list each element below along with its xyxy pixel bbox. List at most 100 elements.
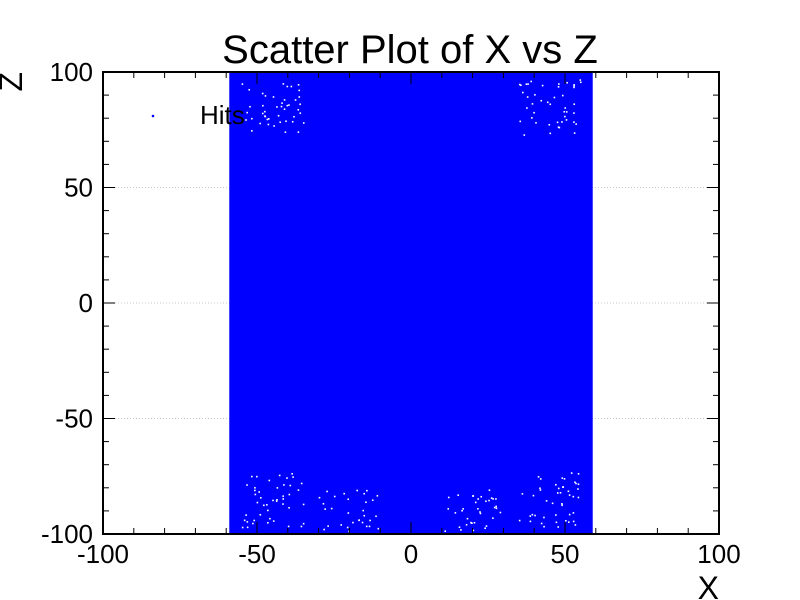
scatter-gap — [518, 519, 521, 522]
scatter-gap — [361, 521, 364, 524]
scatter-gap — [577, 483, 580, 486]
scatter-gap — [573, 103, 576, 105]
scatter-gap — [324, 508, 326, 510]
scatter-gap — [555, 521, 558, 524]
scatter-gap — [246, 111, 248, 114]
scatter-gap — [543, 525, 545, 528]
scatter-gap — [375, 515, 377, 518]
scatter-gap — [276, 487, 279, 489]
scatter-gap — [477, 498, 479, 500]
scatter-gap — [563, 110, 566, 113]
scatter-gap — [532, 494, 535, 497]
scatter-gap — [555, 514, 557, 516]
scatter-gap — [447, 508, 450, 510]
scatter-gap — [563, 478, 566, 480]
x-tick-label: 0 — [404, 539, 418, 569]
scatter-gap — [564, 107, 567, 109]
scatter-gap — [520, 84, 522, 87]
scatter-gap — [259, 514, 262, 516]
scatter-gap — [286, 85, 289, 88]
scatter-gap — [245, 514, 247, 516]
scatter-gap — [492, 498, 494, 500]
scatter-gap — [575, 482, 577, 485]
scatter-gap — [343, 492, 345, 495]
scatter-gap — [531, 513, 534, 516]
y-tick-label: 0 — [79, 288, 93, 318]
scatter-gap — [522, 91, 524, 94]
legend-marker — [151, 114, 155, 118]
scatter-gap — [366, 489, 368, 492]
scatter-gap — [534, 514, 536, 517]
scatter-gap — [263, 504, 265, 507]
scatter-gap — [302, 122, 305, 124]
scatter-gap — [261, 92, 264, 95]
scatter-gap — [261, 112, 264, 115]
scatter-gap — [276, 106, 278, 108]
scatter-gap — [454, 512, 457, 514]
scatter-gap — [460, 529, 462, 531]
scatter-point-cloud — [229, 72, 593, 534]
scatter-gap — [267, 118, 270, 120]
scatter-gap — [499, 511, 502, 514]
scatter-gap — [276, 498, 278, 501]
scatter-gap — [318, 496, 321, 499]
x-axis-label: X — [698, 570, 719, 600]
scatter-gap — [462, 508, 464, 510]
scatter-gap — [288, 506, 290, 509]
scatter-gap — [529, 520, 532, 523]
scatter-gap — [252, 522, 254, 525]
scatter-gap — [368, 525, 371, 528]
scatter-gap — [264, 115, 266, 117]
scatter-gap — [298, 96, 301, 98]
scatter-gap — [495, 498, 497, 500]
scatter-gap — [539, 478, 542, 480]
scatter-gap — [347, 498, 350, 501]
scatter-gap — [322, 502, 325, 505]
scatter-gap — [272, 520, 275, 522]
scatter-gap — [282, 495, 284, 497]
scatter-gap — [297, 131, 300, 133]
y-tick-label: -100 — [41, 519, 93, 549]
scatter-gap — [537, 476, 540, 478]
scatter-gap — [340, 524, 343, 526]
scatter-gap — [573, 121, 575, 123]
scatter-gap — [267, 522, 269, 524]
scatter-gap — [297, 84, 300, 86]
scatter-gap — [555, 483, 557, 486]
scatter-gap — [495, 507, 498, 510]
scatter-gap — [531, 117, 533, 119]
scatter-gap — [472, 529, 475, 532]
scatter-gap — [573, 132, 576, 134]
data-points — [229, 72, 593, 534]
scatter-gap — [565, 119, 568, 121]
scatter-gap — [530, 80, 532, 83]
scatter-gap — [461, 509, 463, 512]
scatter-gap — [285, 120, 287, 123]
tick-labels: -100 -50 0 50 100 -100 -50 0 50 100 — [41, 57, 741, 569]
scatter-gap — [272, 499, 274, 502]
scatter-gap — [527, 83, 529, 85]
scatter-gap — [561, 503, 563, 505]
scatter-gap — [250, 475, 253, 478]
scatter-gap — [444, 530, 447, 532]
scatter-gap — [371, 499, 374, 502]
scatter-gap — [545, 500, 548, 502]
scatter-gap — [535, 122, 537, 124]
scatter-gap — [457, 494, 460, 496]
scatter-gap — [358, 519, 360, 522]
scatter-gap — [558, 126, 561, 129]
scatter-gap — [254, 486, 256, 489]
scatter-gap — [577, 496, 580, 499]
scatter-gap — [557, 487, 560, 490]
scatter-gap — [300, 525, 303, 528]
scatter-gap — [299, 103, 301, 106]
scatter-gap — [484, 527, 486, 530]
scatter-gap — [283, 484, 285, 486]
scatter-gap — [369, 519, 371, 522]
scatter-gap — [256, 501, 259, 504]
scatter-gap — [539, 487, 541, 490]
y-axis-label: Z — [0, 72, 29, 92]
legend: Hits — [151, 100, 245, 130]
scatter-gap — [572, 512, 575, 514]
